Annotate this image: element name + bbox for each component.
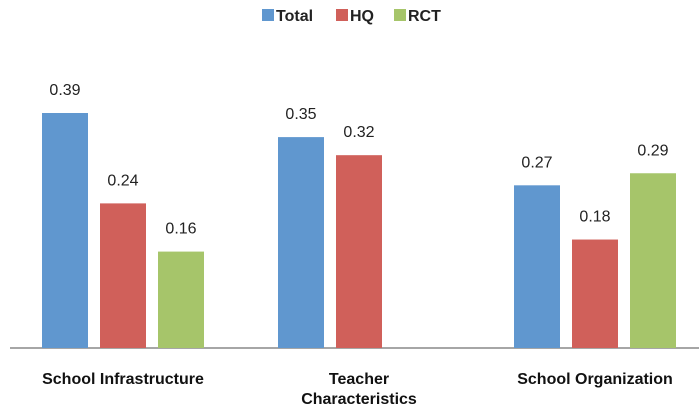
value-label: 0.32 (343, 124, 374, 141)
bar (278, 137, 324, 348)
legend-swatch (336, 9, 348, 21)
value-label: 0.29 (637, 142, 668, 159)
value-label: 0.35 (285, 106, 316, 123)
bar (514, 185, 560, 348)
x-tick-label: Teacher Characteristics (301, 371, 417, 408)
value-label: 0.18 (579, 209, 610, 226)
bar (158, 251, 204, 348)
legend-label: RCT (408, 8, 441, 25)
bar (100, 203, 146, 348)
legend-swatch (262, 9, 274, 21)
bar (630, 173, 676, 348)
value-label: 0.39 (49, 82, 80, 99)
x-tick-label: School Organization (517, 371, 673, 388)
bar (572, 239, 618, 348)
bar (336, 155, 382, 348)
value-label: 0.24 (107, 172, 138, 189)
x-tick-label: School Infrastructure (42, 371, 204, 388)
legend-label: HQ (350, 8, 374, 25)
value-label: 0.16 (165, 221, 196, 238)
legend-swatch (394, 9, 406, 21)
bar (42, 113, 88, 348)
legend-label: Total (276, 8, 313, 25)
value-label: 0.27 (521, 154, 552, 171)
